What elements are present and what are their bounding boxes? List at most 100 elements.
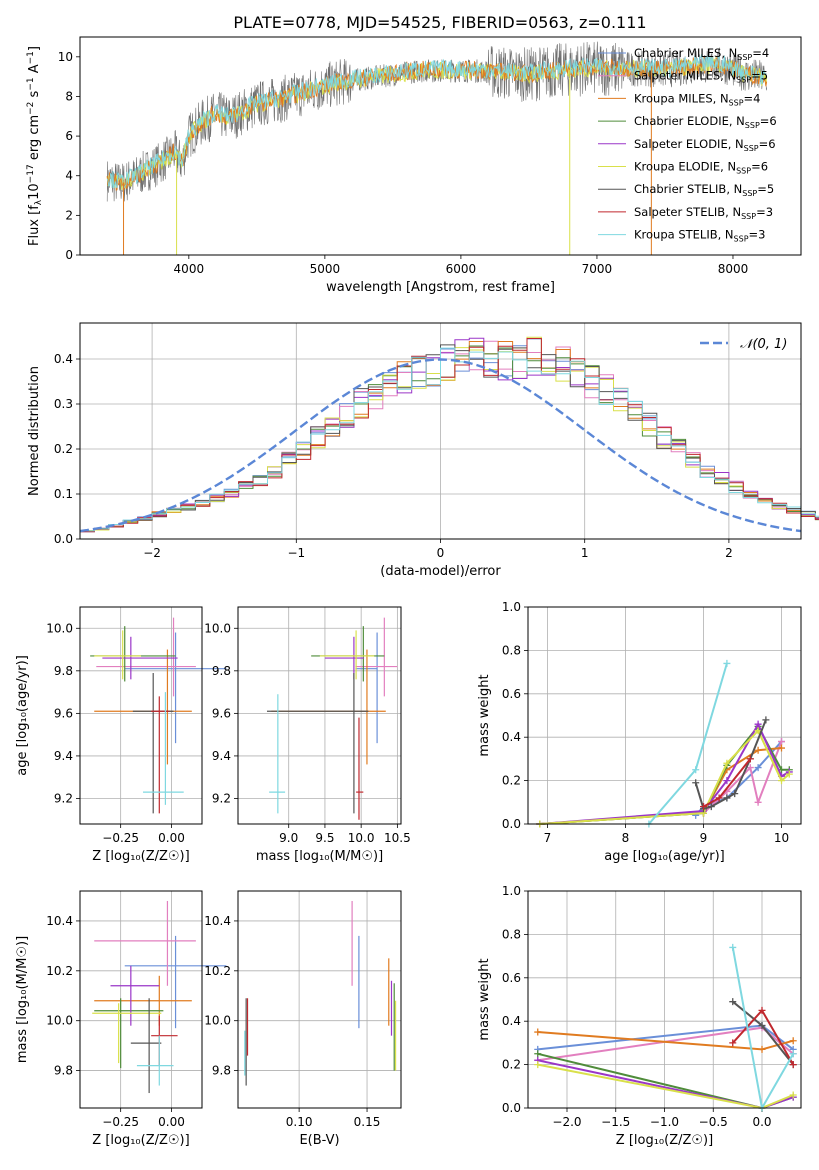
legend-value: =3 xyxy=(756,205,773,219)
x-tick-label: 0 xyxy=(437,546,445,560)
x-tick-label: 0.0 xyxy=(752,1115,771,1129)
legend-value: =6 xyxy=(751,160,768,174)
page-title: PLATE=0778, MJD=54525, FIBERID=0563, z=0… xyxy=(233,13,646,32)
y-tick-label: 10 xyxy=(58,50,73,64)
legend-entry: Chabrier STELIB, NSSP=5 xyxy=(634,182,774,198)
legend-label: Kroupa MILES, N xyxy=(634,91,729,105)
histogram-step xyxy=(80,338,819,533)
series-marker xyxy=(534,1028,542,1036)
histogram-step xyxy=(80,336,819,532)
legend-sub: SSP xyxy=(736,167,751,176)
histogram-step xyxy=(80,344,819,532)
y-tick-label: 10.4 xyxy=(204,914,231,928)
series-marker xyxy=(754,764,762,772)
series-marker xyxy=(754,746,762,754)
legend-sub: SSP xyxy=(745,121,760,130)
panel-spectrum: 4000 5000 6000 7000 8000 0 2 4 6 8 10 wavelength [A… xyxy=(26,36,802,295)
series-marker xyxy=(754,798,762,806)
y-axis-label-part: s xyxy=(27,90,42,101)
series-marker xyxy=(692,779,700,787)
x-tick-label: 9.0 xyxy=(279,831,298,845)
y-tick-label: 9.8 xyxy=(212,1064,231,1078)
y-tick-label: 10.2 xyxy=(46,964,73,978)
legend-value: =4 xyxy=(752,46,769,60)
legend-label: Chabrier MILES, N xyxy=(634,46,737,60)
y-tick-label: 0.8 xyxy=(502,927,521,941)
series-line xyxy=(537,1031,794,1051)
x-tick-label: 1 xyxy=(581,546,589,560)
legend-entry: Salpeter MILES, NSSP=5 xyxy=(634,69,768,85)
series-marker xyxy=(731,790,739,798)
y-tick-label: 0.6 xyxy=(502,971,521,985)
legend-label: Kroupa ELODIE, N xyxy=(634,160,736,174)
y-tick-label: 0.4 xyxy=(502,730,521,744)
axes-frame xyxy=(527,606,802,825)
series-marker xyxy=(729,1039,737,1047)
y-axis-label-part: A xyxy=(27,64,42,77)
x-tick-label: 10 xyxy=(774,831,789,845)
x-tick-label: 5000 xyxy=(310,262,341,276)
legend-sub: SSP xyxy=(734,235,749,244)
legend-value: =6 xyxy=(759,137,776,151)
series-marker xyxy=(789,1061,797,1069)
legend-sub: SSP xyxy=(741,212,756,221)
series-marker xyxy=(758,1045,766,1053)
legend-label: Salpeter MILES, N xyxy=(634,69,736,83)
x-tick-label: 6000 xyxy=(446,262,477,276)
y-tick-label: 9.4 xyxy=(212,749,231,763)
y-tick-label: 0.8 xyxy=(502,643,521,657)
y-axis-label-part: 10 xyxy=(27,183,42,200)
y-axis-label-part: −1 xyxy=(26,77,36,90)
x-axis-label: Z [log₁₀(Z/Z☉)] xyxy=(92,1133,189,1148)
x-axis-label: mass [log₁₀(M/M☉)] xyxy=(256,849,383,864)
series-marker xyxy=(534,1061,542,1069)
series-marker xyxy=(746,764,754,772)
legend-label: Salpeter ELODIE, N xyxy=(634,137,744,151)
legend-sub: SSP xyxy=(744,144,759,153)
x-axis-label: Z [log₁₀(Z/Z☉)] xyxy=(92,849,189,864)
series-marker xyxy=(723,659,731,667)
series-marker xyxy=(778,738,785,746)
legend-entry: Salpeter ELODIE, NSSP=6 xyxy=(634,137,776,153)
panel-residuals: −2 −1 0 1 2 0.0 0.1 0.2 0.3 0.4 (data-model)/error… xyxy=(27,322,819,579)
histogram-step xyxy=(80,338,819,533)
y-tick-label: 0.0 xyxy=(54,532,73,546)
axes-frame xyxy=(237,890,402,1109)
x-tick-label: −0.25 xyxy=(102,831,139,845)
x-tick-label: −2.0 xyxy=(552,1115,581,1129)
axes-frame xyxy=(79,606,203,825)
y-tick-label: 10.2 xyxy=(204,964,231,978)
series-marker xyxy=(729,998,737,1006)
histogram-step xyxy=(80,340,819,532)
series-marker xyxy=(758,1006,766,1014)
legend-value: =4 xyxy=(744,91,761,105)
y-tick-label: 0.1 xyxy=(54,487,73,501)
y-tick-label: 10.4 xyxy=(46,914,73,928)
y-tick-label: 9.6 xyxy=(54,706,73,720)
axes-frame xyxy=(237,606,402,825)
y-axis-label-part: −2 xyxy=(26,102,36,115)
x-tick-label: −2 xyxy=(143,546,161,560)
x-tick-label: 9 xyxy=(700,831,708,845)
y-tick-label: 0 xyxy=(65,248,73,262)
series-marker xyxy=(762,716,770,724)
series-line xyxy=(539,728,790,825)
panel-weight-vs-age: 7 8 9 10 0.0 0.2 0.4 0.6 0.8 1.0 age [log₁₀(age/yr… xyxy=(477,600,802,864)
x-axis-label: (data-model)/error xyxy=(380,564,501,579)
x-tick-label: −1.0 xyxy=(650,1115,679,1129)
legend-label: 𝒩(0, 1) xyxy=(740,337,787,352)
y-tick-label: 1.0 xyxy=(502,600,521,614)
series-marker xyxy=(729,943,737,951)
x-tick-label: 10.0 xyxy=(348,831,375,845)
series-marker xyxy=(789,1091,797,1099)
y-tick-label: 4 xyxy=(65,169,73,183)
x-tick-label: 10.5 xyxy=(384,831,411,845)
legend-entry: Kroupa ELODIE, NSSP=6 xyxy=(634,160,768,176)
x-tick-label: 0.15 xyxy=(354,1115,381,1129)
x-axis-label: Z [log₁₀(Z/Z☉)] xyxy=(616,1133,713,1148)
legend-sub: SSP xyxy=(737,53,752,62)
legend-value: =5 xyxy=(751,69,768,83)
legend-entry: Chabrier ELODIE, NSSP=6 xyxy=(634,114,777,130)
y-tick-label: 10.0 xyxy=(46,621,73,635)
y-axis-label: mass weight xyxy=(477,674,492,756)
